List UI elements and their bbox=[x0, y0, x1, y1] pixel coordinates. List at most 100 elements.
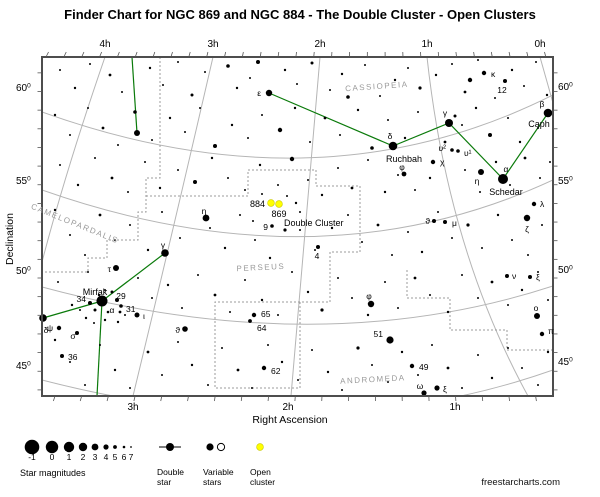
star bbox=[230, 123, 234, 127]
star bbox=[69, 361, 71, 363]
star bbox=[430, 159, 436, 165]
star bbox=[84, 316, 88, 320]
star bbox=[151, 297, 153, 299]
star bbox=[507, 347, 509, 349]
star-designation-label: σ bbox=[70, 331, 76, 341]
star-designation-label: χ bbox=[440, 157, 445, 167]
chart-border bbox=[41, 56, 554, 397]
top-tick bbox=[188, 51, 191, 58]
star bbox=[162, 84, 164, 86]
constellation-line bbox=[131, 57, 138, 134]
star-designation-label: α bbox=[504, 164, 509, 174]
star bbox=[534, 313, 540, 319]
star bbox=[505, 274, 509, 278]
chart-title: Finder Chart for NGC 869 and NGC 884 - T… bbox=[64, 7, 536, 22]
constellation-boundary bbox=[146, 169, 361, 389]
star bbox=[549, 161, 551, 163]
top-tick bbox=[206, 51, 209, 58]
star bbox=[494, 97, 496, 99]
star bbox=[496, 213, 500, 217]
star bbox=[528, 275, 532, 279]
star bbox=[57, 281, 59, 283]
star bbox=[53, 208, 57, 212]
star bbox=[93, 308, 97, 312]
star bbox=[209, 227, 211, 229]
star bbox=[329, 89, 331, 91]
top-tick bbox=[170, 51, 173, 58]
star-name-label: Caph bbox=[528, 119, 550, 129]
star-designation-label: π bbox=[548, 326, 554, 336]
star bbox=[420, 250, 424, 254]
constellation-label: CAMELOPARDALIS bbox=[30, 202, 120, 245]
magnitude-value: -1 bbox=[28, 452, 36, 462]
dec-gridline bbox=[42, 179, 553, 238]
dec-gridline bbox=[42, 369, 553, 396]
star-designation-label: 36 bbox=[68, 352, 78, 362]
star bbox=[414, 189, 416, 191]
star bbox=[520, 288, 524, 292]
dec-axis-label: 450 bbox=[558, 357, 573, 369]
star bbox=[129, 387, 131, 389]
star bbox=[539, 177, 541, 179]
legend-symbol-label: cluster bbox=[250, 477, 275, 487]
star-designation-label: 9 bbox=[263, 222, 268, 232]
star bbox=[401, 171, 407, 177]
star bbox=[104, 289, 106, 291]
star bbox=[110, 176, 114, 180]
magnitude-value: 5 bbox=[113, 452, 118, 462]
ra-axis-label: 2h bbox=[314, 39, 325, 50]
star bbox=[60, 354, 64, 358]
star bbox=[73, 86, 77, 90]
star-designation-label: ω bbox=[417, 381, 424, 391]
bottom-tick bbox=[106, 395, 109, 402]
star bbox=[521, 367, 523, 369]
star bbox=[511, 239, 513, 241]
star bbox=[93, 322, 95, 324]
star bbox=[541, 224, 543, 226]
star bbox=[252, 220, 254, 222]
star bbox=[507, 304, 509, 306]
star bbox=[296, 83, 298, 85]
star bbox=[84, 254, 86, 256]
ra-axis-label: 1h bbox=[421, 39, 432, 50]
star bbox=[443, 140, 447, 144]
star bbox=[510, 68, 514, 72]
star bbox=[193, 180, 197, 184]
star-designation-label: λ bbox=[540, 199, 545, 209]
bottom-tick bbox=[187, 395, 189, 402]
star bbox=[537, 271, 539, 273]
star-designation-label: μ bbox=[452, 218, 457, 228]
star bbox=[59, 69, 61, 71]
star bbox=[249, 77, 251, 79]
star bbox=[490, 376, 494, 380]
dec-gridline bbox=[42, 285, 553, 325]
star-designation-label: ϑ bbox=[425, 216, 430, 226]
star bbox=[127, 191, 129, 193]
star bbox=[226, 64, 230, 68]
top-tick bbox=[45, 51, 49, 58]
star bbox=[474, 106, 478, 110]
star bbox=[320, 308, 324, 312]
star bbox=[268, 256, 272, 260]
star-designation-label: δ bbox=[44, 325, 49, 335]
star bbox=[119, 304, 123, 308]
star bbox=[356, 108, 360, 112]
star bbox=[280, 360, 284, 364]
star bbox=[299, 229, 301, 231]
star bbox=[366, 313, 370, 317]
top-tick bbox=[224, 51, 227, 58]
star bbox=[379, 95, 381, 97]
magnitude-value: 7 bbox=[129, 452, 134, 462]
x-axis-caption: Right Ascension bbox=[252, 414, 328, 426]
star bbox=[397, 307, 399, 309]
top-tick bbox=[81, 51, 85, 58]
star bbox=[134, 130, 140, 136]
star-name-label: 869 bbox=[271, 209, 286, 219]
ra-gridline bbox=[539, 57, 553, 104]
star bbox=[108, 73, 112, 77]
star bbox=[323, 116, 327, 120]
ra-axis-label: 3h bbox=[207, 39, 218, 50]
star bbox=[537, 384, 539, 386]
star bbox=[179, 237, 181, 239]
bottom-tick bbox=[535, 395, 537, 402]
